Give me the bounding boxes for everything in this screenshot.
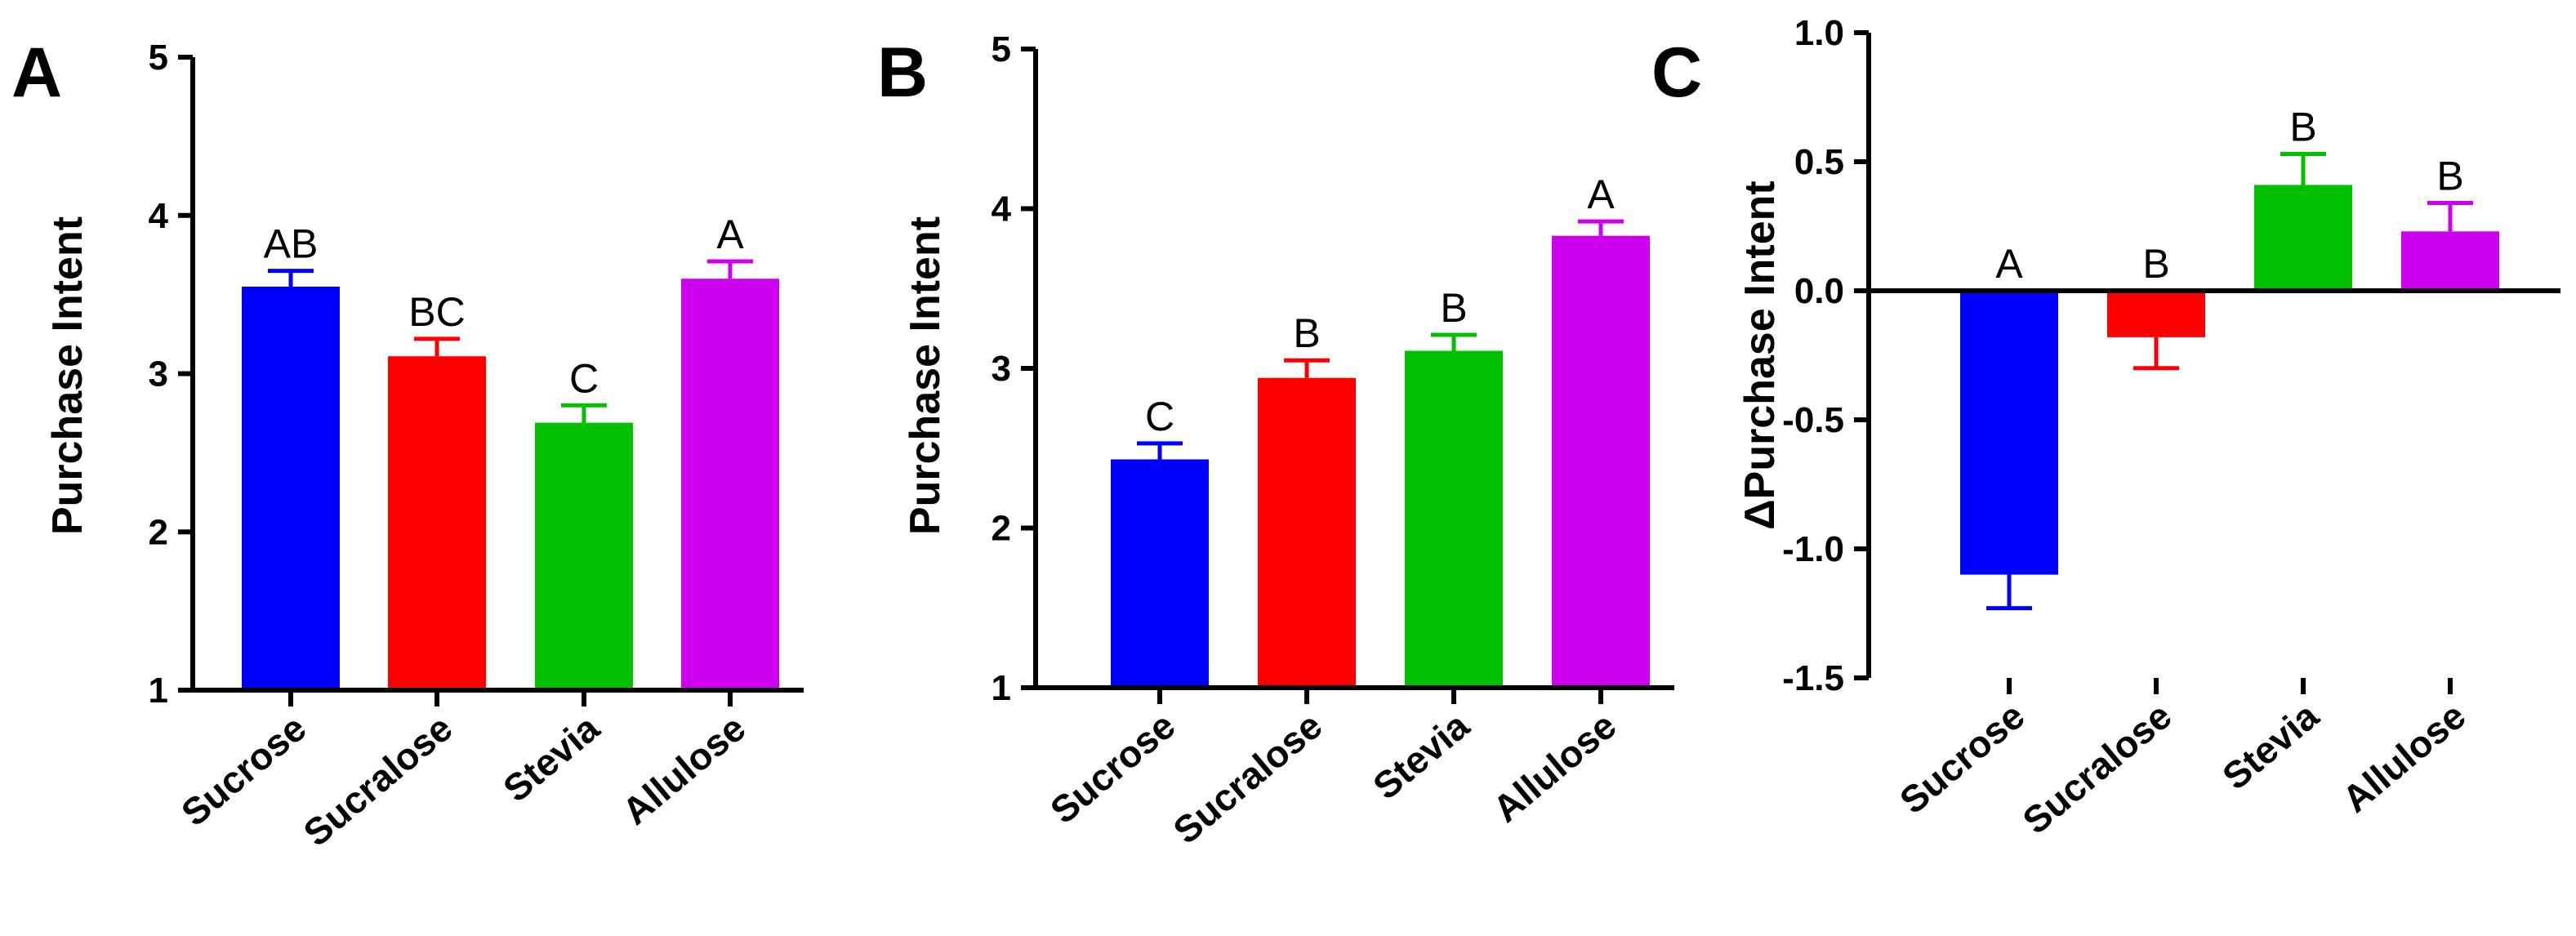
bar-b-sucrose: [1111, 459, 1209, 688]
x-tick-label-a-allulose: Allulose: [614, 706, 753, 833]
x-tick-label-b-sucrose: Sucrose: [1042, 704, 1183, 832]
panel-letter-a: A: [11, 33, 62, 112]
x-tick-label-b-stevia: Stevia: [1365, 704, 1477, 808]
y-tick-label-a: 3: [149, 354, 168, 394]
y-tick-label-c: -0.5: [1782, 400, 1844, 440]
x-tick-label-a-sucrose: Sucrose: [173, 706, 314, 835]
y-tick-label-a: 4: [149, 196, 169, 236]
x-tick-label-b-allulose: Allulose: [1485, 704, 1624, 831]
x-tick-label-a-stevia: Stevia: [495, 706, 608, 810]
significance-label-c-stevia: B: [2289, 105, 2316, 150]
bar-b-sucralose: [1258, 377, 1356, 688]
significance-label-b-sucrose: C: [1145, 394, 1174, 439]
y-tick-label-c: 1.0: [1794, 13, 1844, 53]
panel-c: C ΔPurchase Intent A B B B -1.5 -1.0 -0.5 0.0 0.…: [1651, 13, 2560, 842]
significance-label-c-sucrose: A: [1995, 241, 2023, 287]
significance-label-a-allulose: A: [716, 212, 744, 257]
bar-c-stevia: [2254, 185, 2352, 291]
y-tick-label-c: 0.5: [1794, 142, 1844, 182]
x-tick-label-c-allulose: Allulose: [2334, 694, 2473, 821]
bar-a-allulose: [681, 279, 779, 690]
panel-letter-b: B: [877, 33, 928, 112]
y-tick-label-b: 1: [992, 668, 1011, 708]
x-tick-label-c-sucralose: Sucralose: [2015, 694, 2180, 842]
bar-c-sucralose: [2107, 291, 2205, 337]
y-tick-label-a: 2: [149, 512, 168, 552]
panel-a: A Purchase Intent AB BC C A 1 2 3 4 5 SucroseSucr…: [11, 33, 804, 854]
x-tick-label-a-sucralose: Sucralose: [296, 706, 461, 854]
y-tick-label-b: 3: [992, 349, 1011, 389]
bar-b-stevia: [1405, 350, 1503, 688]
y-tick-label-c: 0.0: [1794, 271, 1844, 311]
significance-label-c-sucralose: B: [2142, 241, 2169, 287]
y-axis-label-a: Purchase Intent: [44, 216, 91, 535]
y-tick-label-b: 5: [992, 29, 1011, 69]
significance-label-b-stevia: B: [1440, 285, 1467, 331]
y-tick-label-b: 4: [992, 189, 1012, 230]
y-tick-label-a: 1: [149, 671, 168, 711]
y-tick-label-c: -1.5: [1782, 658, 1844, 698]
bar-a-sucralose: [388, 356, 486, 690]
significance-label-a-sucrose: AB: [264, 221, 319, 267]
bar-b-allulose: [1552, 235, 1650, 688]
bar-a-stevia: [535, 422, 633, 690]
panel-b: B Purchase Intent C B B A 1 2 3 4 5 SucroseSucral…: [877, 29, 1674, 852]
bar-a-sucrose: [242, 286, 340, 690]
significance-label-a-sucralose: BC: [408, 289, 465, 335]
significance-label-a-stevia: C: [569, 355, 599, 401]
significance-label-b-allulose: A: [1587, 172, 1615, 217]
significance-label-c-allulose: B: [2436, 154, 2463, 199]
y-axis-label-b: Purchase Intent: [902, 216, 949, 535]
y-axis-label-c: ΔPurchase Intent: [1736, 181, 1784, 529]
x-tick-label-c-stevia: Stevia: [2214, 694, 2327, 798]
bar-c-sucrose: [1960, 291, 2058, 575]
y-tick-label-c: -1.0: [1782, 529, 1844, 569]
x-tick-label-b-sucralose: Sucralose: [1165, 704, 1330, 852]
y-tick-label-b: 2: [992, 509, 1011, 549]
panel-letter-c: C: [1651, 33, 1702, 112]
x-tick-label-c-sucrose: Sucrose: [1892, 694, 2032, 822]
significance-label-b-sucralose: B: [1293, 310, 1320, 356]
bar-c-allulose: [2401, 231, 2499, 291]
y-tick-label-a: 5: [149, 38, 168, 78]
